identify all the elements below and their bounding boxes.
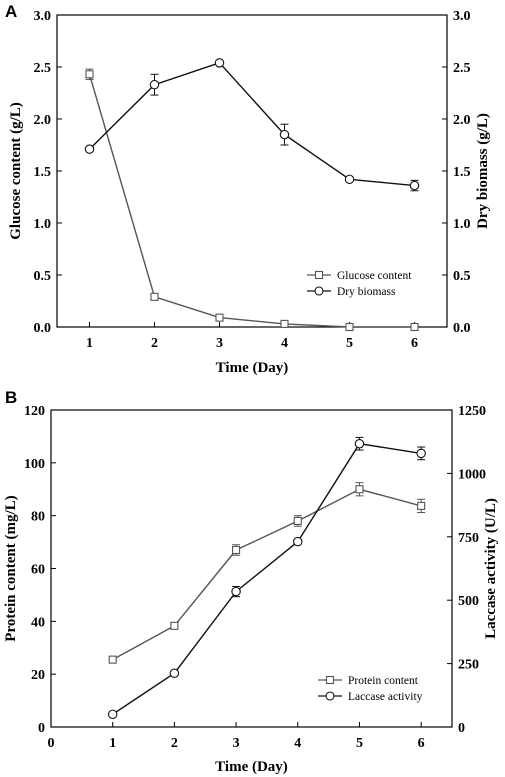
y-right-tick-label: 0.0	[453, 321, 471, 336]
y-left-tick-label: 100	[24, 457, 45, 472]
y-left-tick-label: 2.5	[34, 61, 52, 76]
x-tick-label: 4	[281, 336, 288, 351]
circle-marker	[107, 709, 118, 720]
circle-marker	[293, 536, 303, 547]
circle-marker	[214, 58, 225, 68]
y-right-tick-label: 1.5	[453, 165, 471, 180]
y-left-tick-label: 40	[31, 615, 45, 630]
y-left-tick-label: 3.0	[34, 9, 52, 24]
y-left-tick-label: 1.0	[34, 217, 52, 232]
y-left-tick-label: 1.5	[34, 165, 52, 180]
square-marker	[108, 655, 117, 664]
square-marker	[85, 70, 94, 79]
y-left-tick-label: 0	[38, 721, 45, 736]
y-left-tick-label: 0.0	[34, 321, 52, 336]
y-left-tick-label: 0.5	[34, 269, 52, 284]
legend-entry: Protein content	[348, 675, 419, 687]
x-tick-label: 5	[356, 736, 363, 751]
square-marker	[215, 313, 224, 322]
y-right-tick-label: 1.0	[453, 217, 471, 232]
x-tick-label: 6	[411, 336, 418, 351]
y-left-tick-label: 2.0	[34, 113, 52, 128]
x-axis-title: Time (Day)	[215, 759, 288, 775]
circle-marker	[149, 79, 160, 90]
circle-marker	[344, 174, 355, 185]
y-left-axis-title: Glucose content (g/L)	[8, 102, 24, 239]
circle-marker	[409, 180, 420, 191]
y-right-tick-label: 2.5	[453, 61, 471, 76]
square-marker	[232, 545, 241, 555]
y-right-tick-label: 750	[458, 531, 479, 546]
y-right-tick-label: 250	[458, 658, 479, 673]
square-marker	[150, 292, 159, 301]
y-right-tick-label: 3.0	[453, 9, 471, 24]
square-marker	[170, 621, 179, 630]
y-right-tick-label: 2.0	[453, 113, 471, 128]
y-left-tick-label: 20	[31, 668, 45, 683]
y-right-tick-label: 1000	[458, 467, 486, 482]
x-tick-label: 3	[216, 336, 223, 351]
circle-marker	[354, 438, 365, 449]
square-marker	[355, 485, 364, 494]
x-tick-label: 3	[233, 736, 240, 751]
y-left-tick-label: 120	[24, 404, 45, 419]
legend-entry: Glucose content	[337, 270, 412, 282]
legend-circle-marker	[325, 691, 335, 701]
y-left-tick-label: 80	[31, 510, 45, 525]
circle-marker	[416, 448, 426, 459]
square-marker	[410, 322, 419, 332]
x-tick-label: 6	[418, 736, 425, 751]
panel-a-letter: A	[5, 2, 17, 21]
series-line-circle	[112, 442, 422, 715]
circle-marker	[84, 144, 95, 154]
x-tick-label: 1	[109, 736, 116, 751]
legend-entry: Laccase activity	[348, 691, 423, 703]
series-line-square	[88, 74, 415, 328]
series-line-circle	[89, 61, 415, 187]
circle-marker	[231, 586, 241, 597]
x-tick-label: 4	[294, 736, 301, 751]
x-tick-label: 1	[86, 336, 93, 351]
legend-square-marker	[314, 270, 324, 280]
y-right-tick-label: 0	[458, 721, 465, 736]
y-right-tick-label: 0.5	[453, 269, 471, 284]
x-tick-label: 0	[48, 736, 55, 751]
x-tick-label: 2	[151, 336, 158, 351]
x-tick-label: 2	[171, 736, 178, 751]
square-marker	[345, 322, 354, 332]
panel-b-letter: B	[5, 388, 17, 407]
y-right-axis-title: Laccase activity (U/L)	[483, 498, 499, 639]
legend-square-marker	[325, 675, 335, 685]
circle-marker	[169, 668, 180, 678]
y-left-tick-label: 60	[31, 563, 45, 578]
square-marker	[293, 516, 302, 526]
series-line-square	[112, 488, 422, 661]
y-right-tick-label: 500	[458, 594, 479, 609]
y-right-axis-title: Dry biomass (g/L)	[475, 113, 491, 229]
square-marker	[280, 319, 289, 328]
y-right-tick-label: 1250	[458, 404, 486, 419]
circle-marker	[279, 129, 290, 140]
y-left-axis-title: Protein content (mg/L)	[3, 495, 19, 641]
legend-entry: Dry biomass	[337, 286, 396, 298]
x-tick-label: 5	[346, 336, 353, 351]
x-axis-title: Time (Day)	[216, 360, 289, 376]
legend-circle-marker	[314, 286, 324, 296]
square-marker	[417, 501, 426, 510]
